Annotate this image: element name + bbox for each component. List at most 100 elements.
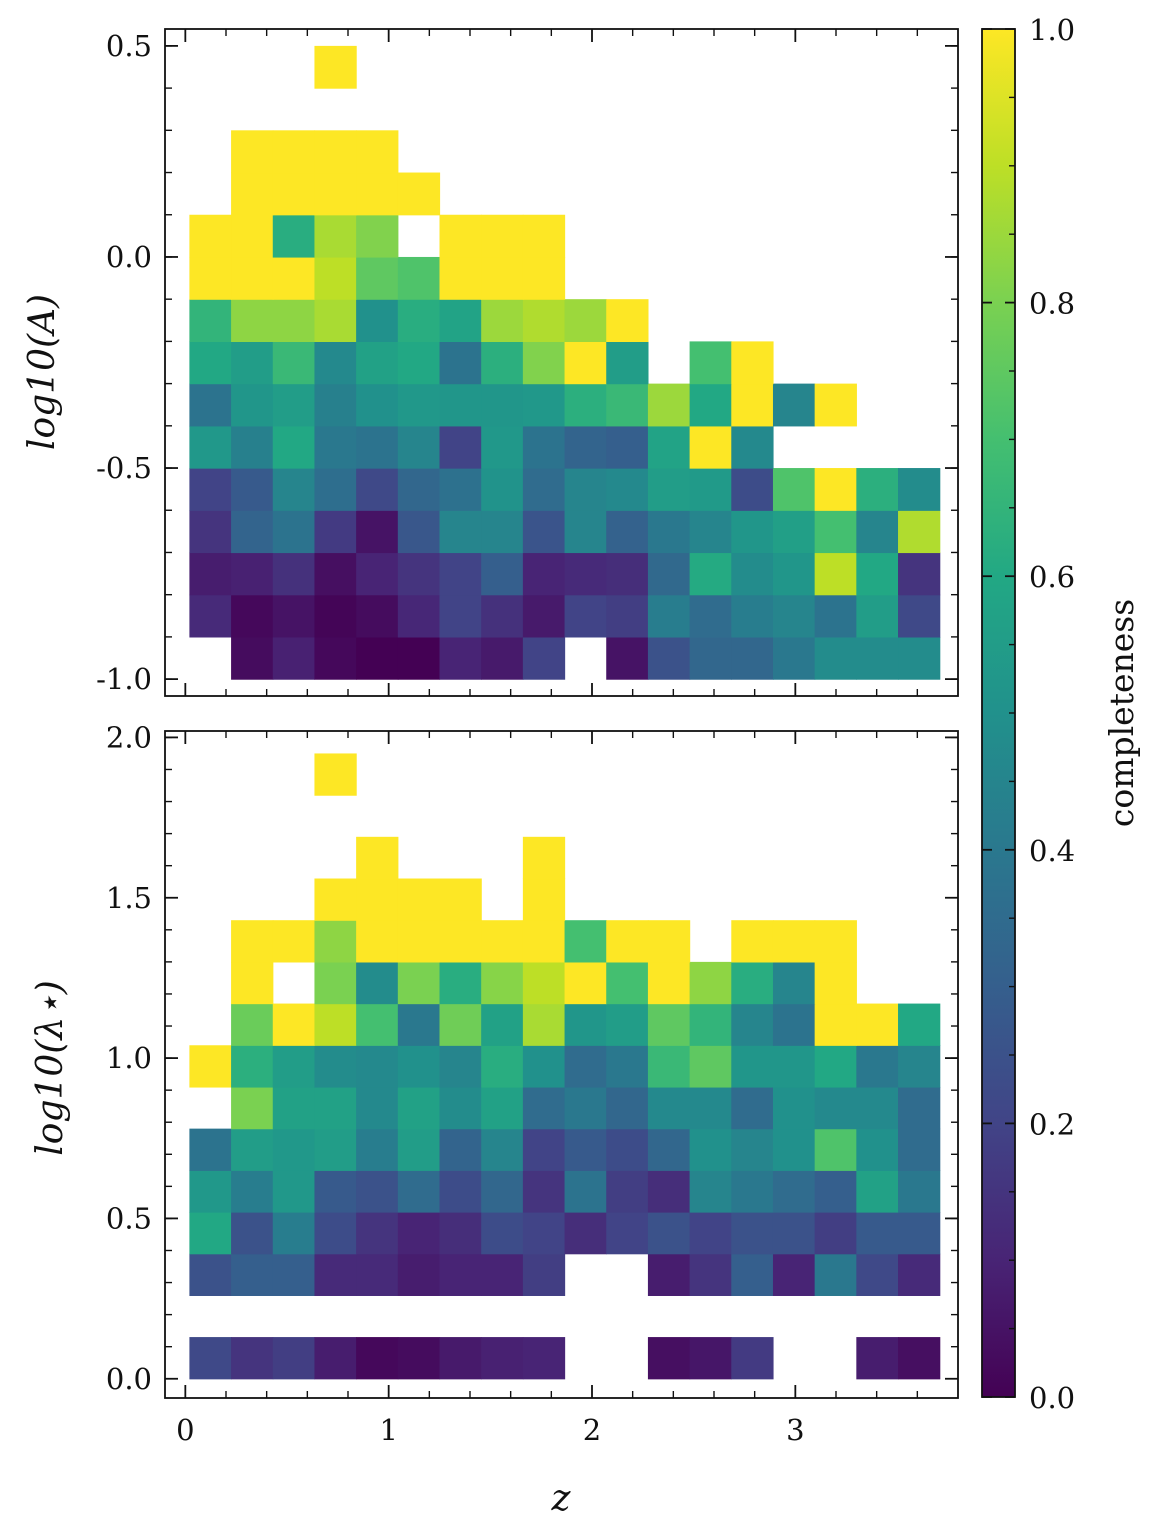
heatmap-cell — [314, 299, 357, 342]
heatmap-cell — [481, 1337, 524, 1380]
heatmap-cell — [814, 468, 857, 511]
heatmap-cell — [356, 425, 399, 469]
heatmap-cell — [397, 1003, 441, 1046]
heatmap-cell — [689, 383, 732, 427]
heatmap-cell — [356, 468, 399, 511]
heatmap-cell — [314, 425, 357, 469]
heatmap-cell — [314, 552, 357, 596]
heatmap-cell — [898, 1212, 941, 1255]
heatmap-cell — [772, 961, 816, 1005]
heatmap-cell — [231, 214, 274, 258]
heatmap-cell — [397, 878, 441, 921]
heatmap-cell — [397, 510, 441, 554]
y-tick-label: -1.0 — [96, 662, 152, 696]
heatmap-cell — [231, 920, 274, 963]
heatmap-cell — [772, 1253, 816, 1296]
y-axis-label-lambda: log10(λ⋆) — [30, 980, 71, 1155]
heatmap-cell — [397, 552, 441, 596]
x-tick-label: 1 — [379, 1413, 397, 1447]
heatmap-cell — [481, 920, 524, 963]
heatmap-cell — [606, 1128, 649, 1171]
heatmap-cell — [522, 425, 566, 469]
heatmap-cell — [856, 1003, 899, 1046]
heatmap-cell — [314, 1045, 357, 1088]
heatmap-cell — [356, 836, 399, 880]
heatmap-cell — [856, 552, 899, 596]
heatmap-cell — [814, 1170, 857, 1213]
heatmap-cell — [189, 510, 232, 554]
heatmap-cell — [356, 1253, 399, 1296]
heatmap-cell — [272, 341, 316, 385]
heatmap-cell — [564, 341, 607, 385]
heatmap-cell — [898, 1170, 941, 1213]
heatmap-cell — [397, 1045, 441, 1088]
colorbar-tick-label: 0.8 — [1029, 287, 1075, 321]
heatmap-cell — [189, 256, 232, 300]
heatmap-cell — [647, 920, 691, 963]
heatmap-cell — [731, 1045, 774, 1088]
heatmap-cell — [522, 594, 566, 638]
colorbar-tick-label: 0.4 — [1029, 834, 1075, 868]
heatmap-cell — [606, 1170, 649, 1213]
heatmap-cell — [481, 299, 524, 342]
heatmap-cell — [689, 510, 732, 554]
heatmap-cell — [522, 636, 566, 680]
heatmap-cell — [647, 510, 691, 554]
heatmap-cell — [439, 1212, 482, 1255]
heatmap-cell — [731, 961, 774, 1005]
heatmap-cell — [689, 1253, 732, 1296]
heatmap-cell — [814, 961, 857, 1005]
heatmap-cell — [564, 510, 607, 554]
heatmap-cell — [314, 920, 357, 963]
heatmap-cell — [272, 214, 316, 258]
heatmap-cell — [731, 341, 774, 385]
heatmap-cell — [397, 636, 441, 680]
colorbar-tick-label: 1.0 — [1029, 13, 1075, 47]
heatmap-cell — [564, 1003, 607, 1046]
heatmap-cell — [356, 214, 399, 258]
heatmap-cell — [439, 341, 482, 385]
heatmap-cell — [439, 383, 482, 427]
heatmap-cell — [856, 1337, 899, 1380]
y-tick-label: 0.5 — [106, 29, 152, 63]
heatmap-cell — [481, 552, 524, 596]
heatmap-cell — [689, 468, 732, 511]
heatmap-cell — [647, 1337, 691, 1380]
heatmap-cell — [356, 299, 399, 342]
heatmap-cell — [564, 1170, 607, 1213]
heatmap-cell — [606, 961, 649, 1005]
heatmap-cell — [481, 1212, 524, 1255]
heatmap-cell — [314, 961, 357, 1005]
heatmap-cell — [231, 130, 274, 174]
heatmap-cell — [481, 961, 524, 1005]
heatmap-cell — [356, 1003, 399, 1046]
heatmap-cell — [231, 510, 274, 554]
heatmap-cell — [731, 552, 774, 596]
heatmap-cell — [814, 1003, 857, 1046]
heatmap-cell — [272, 1170, 316, 1213]
heatmap-cell — [397, 1337, 441, 1380]
heatmap-cell — [522, 510, 566, 554]
heatmap-cell — [772, 636, 816, 680]
heatmap-cell — [564, 1086, 607, 1130]
heatmap-cell — [731, 1337, 774, 1380]
heatmap-cell — [731, 594, 774, 638]
heatmap-cell — [397, 961, 441, 1005]
heatmap-cell — [314, 214, 357, 258]
heatmap-cell — [772, 1003, 816, 1046]
heatmap-cell — [522, 256, 566, 300]
heatmap-cell — [772, 1045, 816, 1088]
heatmap-cell — [272, 1212, 316, 1255]
heatmap-cell — [606, 299, 649, 342]
heatmap-cell — [231, 468, 274, 511]
heatmap-cell — [772, 510, 816, 554]
heatmap-cell — [731, 1170, 774, 1213]
heatmap-cell — [731, 425, 774, 469]
heatmap-cell — [439, 552, 482, 596]
heatmap-cell — [272, 468, 316, 511]
heatmap-cell — [522, 299, 566, 342]
heatmap-cell — [231, 172, 274, 216]
heatmap-cell — [689, 1045, 732, 1088]
heatmap-cell — [814, 1253, 857, 1296]
heatmap-cell — [189, 1253, 232, 1296]
